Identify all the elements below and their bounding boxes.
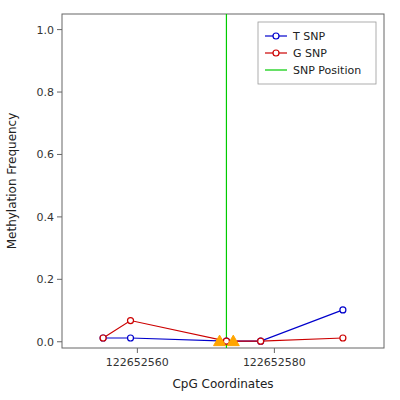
lines bbox=[103, 310, 343, 341]
point-marker bbox=[258, 338, 264, 344]
triangle-marker bbox=[214, 335, 226, 346]
y-tick-label: 1.0 bbox=[37, 24, 55, 37]
point-marker bbox=[100, 335, 106, 341]
markers bbox=[100, 307, 346, 344]
y-axis-label: Methylation Frequency bbox=[5, 113, 19, 250]
snp-line bbox=[226, 14, 227, 348]
y-tick-label: 0.6 bbox=[37, 148, 55, 161]
top-markers bbox=[214, 335, 240, 346]
point-marker bbox=[128, 318, 134, 324]
legend-swatch bbox=[265, 69, 287, 70]
x-tick-label: 122652580 bbox=[243, 356, 306, 369]
point-marker bbox=[128, 335, 134, 341]
y-tick-label: 0.8 bbox=[37, 86, 55, 99]
point-marker bbox=[340, 307, 346, 313]
plot-frame bbox=[62, 14, 384, 348]
point-marker bbox=[340, 335, 346, 341]
y-tick bbox=[57, 341, 62, 342]
legend: T SNP G SNP SNP Position bbox=[258, 22, 376, 84]
legend-box bbox=[258, 22, 376, 84]
x-axis-label: CpG Coordinates bbox=[172, 377, 273, 391]
y-tick bbox=[57, 154, 62, 155]
x-tick-label: 122652560 bbox=[106, 356, 169, 369]
legend-label: SNP Position bbox=[293, 64, 361, 77]
y-tick bbox=[57, 279, 62, 280]
y-tick bbox=[57, 29, 62, 30]
x-tick bbox=[137, 348, 138, 353]
legend-label: G SNP bbox=[293, 47, 327, 60]
y-tick-label: 0.2 bbox=[37, 273, 55, 286]
chart-container: 122652560 122652580 0.0 0.2 0.4 0.6 0.8 1.0 CpG … bbox=[0, 0, 400, 400]
y-tick bbox=[57, 216, 62, 217]
y-tick-label: 0.0 bbox=[37, 336, 55, 349]
legend-marker bbox=[273, 50, 279, 56]
legend-marker bbox=[273, 33, 279, 39]
x-tick bbox=[274, 348, 275, 353]
chart: 122652560 122652580 0.0 0.2 0.4 0.6 0.8 1.0 CpG … bbox=[0, 0, 400, 400]
y-tick-label: 0.4 bbox=[37, 211, 55, 224]
point-marker bbox=[258, 338, 264, 344]
triangle-marker bbox=[227, 335, 239, 346]
series-line bbox=[103, 310, 343, 341]
y-tick bbox=[57, 92, 62, 93]
series-line bbox=[103, 321, 343, 342]
point-marker bbox=[100, 335, 106, 341]
legend-label: T SNP bbox=[292, 30, 325, 43]
